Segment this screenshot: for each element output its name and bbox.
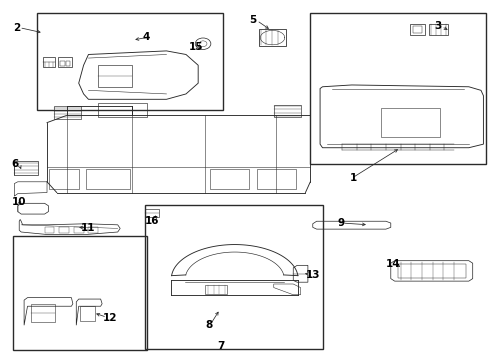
Text: 6: 6 bbox=[11, 159, 19, 169]
Bar bbox=[42, 57, 55, 67]
Bar bbox=[54, 107, 81, 119]
Text: 4: 4 bbox=[142, 32, 149, 41]
Bar bbox=[310, 13, 485, 164]
Text: 12: 12 bbox=[103, 313, 117, 323]
Bar bbox=[98, 103, 147, 117]
Bar bbox=[205, 285, 227, 294]
Bar bbox=[37, 13, 222, 110]
Bar bbox=[59, 226, 69, 233]
Bar bbox=[210, 169, 249, 189]
Bar bbox=[44, 226, 54, 233]
Bar bbox=[380, 108, 439, 137]
Bar bbox=[13, 235, 147, 350]
Bar bbox=[412, 26, 422, 33]
Bar bbox=[49, 169, 79, 189]
Text: 7: 7 bbox=[217, 341, 224, 351]
Text: 1: 1 bbox=[348, 173, 356, 183]
Text: 3: 3 bbox=[434, 21, 441, 31]
Bar bbox=[98, 65, 132, 87]
Text: 16: 16 bbox=[144, 216, 159, 226]
Bar bbox=[88, 226, 98, 233]
Text: 2: 2 bbox=[13, 23, 20, 33]
Bar bbox=[60, 61, 65, 66]
Text: 8: 8 bbox=[205, 320, 212, 330]
Bar bbox=[66, 61, 70, 66]
Bar bbox=[397, 264, 466, 278]
Text: 15: 15 bbox=[188, 42, 203, 52]
Text: 13: 13 bbox=[305, 270, 319, 280]
Bar bbox=[273, 105, 300, 117]
Bar bbox=[428, 24, 447, 35]
Text: 9: 9 bbox=[336, 218, 344, 228]
Bar bbox=[74, 226, 83, 233]
Bar bbox=[58, 57, 72, 67]
Text: 5: 5 bbox=[249, 15, 256, 26]
Bar bbox=[14, 161, 38, 175]
Bar bbox=[144, 205, 322, 348]
Text: 11: 11 bbox=[81, 224, 96, 233]
Bar bbox=[144, 209, 159, 217]
Text: 10: 10 bbox=[11, 197, 26, 207]
Bar bbox=[80, 306, 95, 320]
Text: 14: 14 bbox=[385, 259, 400, 269]
Bar bbox=[86, 169, 130, 189]
Bar bbox=[256, 169, 295, 189]
Bar bbox=[259, 30, 285, 45]
Bar bbox=[31, 304, 55, 321]
Bar bbox=[409, 24, 424, 35]
